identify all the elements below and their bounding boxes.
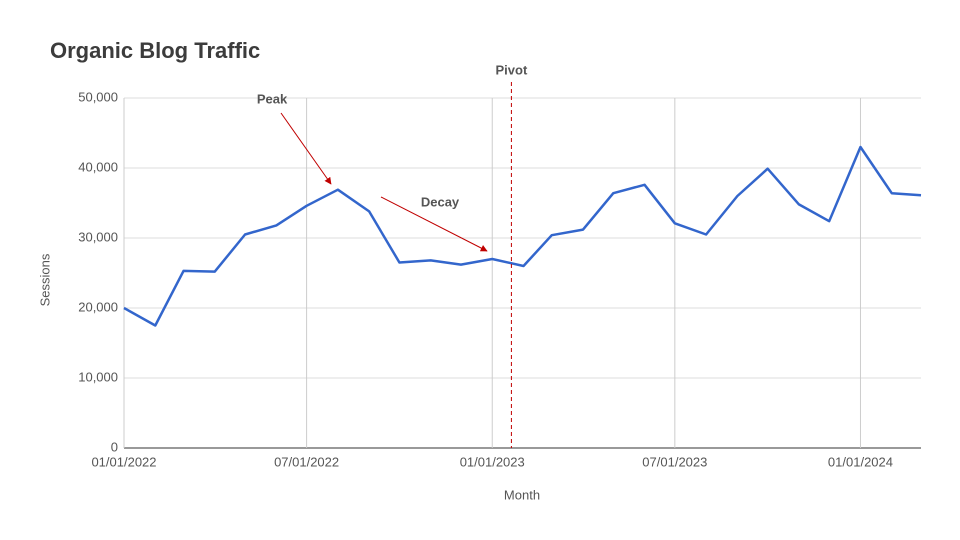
data-line: [123, 145, 922, 327]
peak-arrow: [280, 112, 332, 185]
pivot-label: Pivot: [496, 62, 528, 77]
y-tick-label: 0: [111, 439, 118, 454]
y-tick-label: 30,000: [78, 229, 118, 244]
x-axis-label: Month: [504, 487, 540, 502]
x-tick-label: 01/01/2022: [91, 454, 156, 469]
y-axis-label: Sessions: [37, 253, 52, 306]
y-tick-label: 50,000: [78, 89, 118, 104]
grid: [123, 97, 921, 449]
x-tick-label: 07/01/2022: [274, 454, 339, 469]
decay-label: Decay: [421, 194, 460, 209]
y-tick-label: 40,000: [78, 159, 118, 174]
peak-label: Peak: [257, 91, 288, 106]
chart-title: Organic Blog Traffic: [50, 38, 260, 63]
y-tick-label: 20,000: [78, 299, 118, 314]
x-tick-label: 07/01/2023: [642, 454, 707, 469]
x-tick-label: 01/01/2023: [460, 454, 525, 469]
x-tick-label: 01/01/2024: [828, 454, 893, 469]
y-tick-label: 10,000: [78, 369, 118, 384]
decay-arrow: [380, 196, 488, 252]
